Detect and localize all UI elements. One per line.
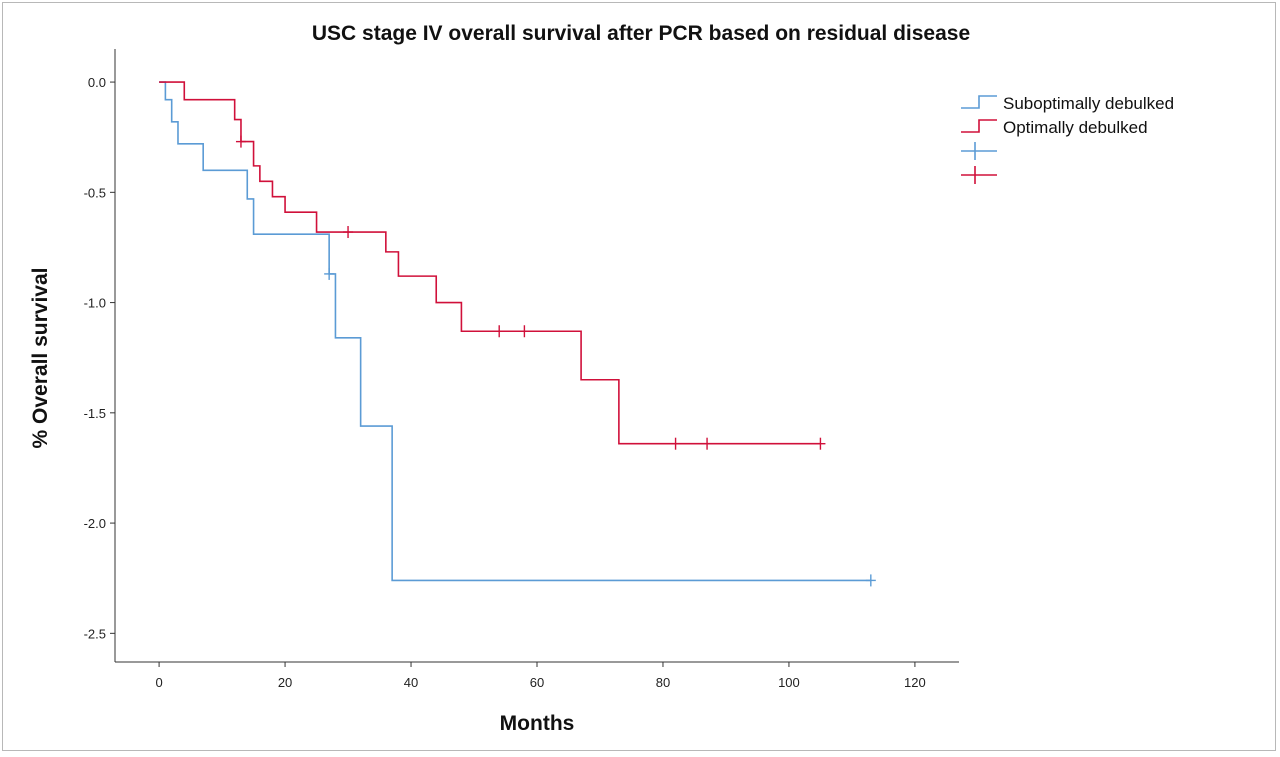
- censor-mark: [324, 267, 335, 280]
- censor-mark: [702, 437, 713, 450]
- legend-item-3: [961, 142, 997, 160]
- legend-item-4: [961, 166, 997, 184]
- censor-mark: [494, 325, 505, 338]
- censor-mark: [235, 135, 246, 148]
- legend-line-swatch: [961, 95, 997, 109]
- legend-label: Suboptimally debulked: [1003, 94, 1174, 113]
- censor-mark: [815, 437, 826, 450]
- y-tick-label: -0.5: [84, 185, 106, 200]
- y-axis-ticks: 0.0 -0.5 -1.0 -1.5 -2.0 -2.5: [84, 75, 115, 641]
- y-tick-label: -1.0: [84, 296, 106, 311]
- chart-title: USC stage IV overall survival after PCR …: [312, 22, 970, 45]
- legend-label: Optimally debulked: [1003, 118, 1148, 137]
- censor-mark: [519, 325, 530, 338]
- legend-cross-swatch: [961, 142, 997, 160]
- y-tick-label: -2.5: [84, 626, 106, 641]
- legend-line-swatch: [961, 119, 997, 133]
- x-tick-label: 120: [904, 675, 926, 690]
- y-tick-label: 0.0: [88, 75, 106, 90]
- x-tick-label: 100: [778, 675, 800, 690]
- x-tick-label: 40: [404, 675, 418, 690]
- y-axis-title: % Overall survival: [29, 268, 52, 449]
- censor-mark: [343, 226, 354, 239]
- censor-mark: [670, 437, 681, 450]
- x-axis-ticks: 0 20 40 60 80 100 120: [155, 662, 926, 690]
- legend-item-1: Suboptimally debulked: [961, 94, 1174, 113]
- x-tick-label: 20: [278, 675, 292, 690]
- censor-mark: [865, 574, 876, 587]
- legend-cross-swatch: [961, 166, 997, 184]
- series-line-1: [159, 81, 871, 582]
- x-tick-label: 60: [530, 675, 544, 690]
- legend: Suboptimally debulked Optimally debulked: [961, 94, 1174, 184]
- x-tick-label: 80: [656, 675, 670, 690]
- series-group: [159, 81, 876, 587]
- legend-item-2: Optimally debulked: [961, 118, 1148, 137]
- y-tick-label: -2.0: [84, 516, 106, 531]
- y-tick-label: -1.5: [84, 406, 106, 421]
- x-tick-label: 0: [155, 675, 162, 690]
- series-line-2: [159, 81, 821, 445]
- x-axis-title: Months: [500, 712, 575, 735]
- survival-chart: USC stage IV overall survival after PCR …: [29, 22, 1174, 735]
